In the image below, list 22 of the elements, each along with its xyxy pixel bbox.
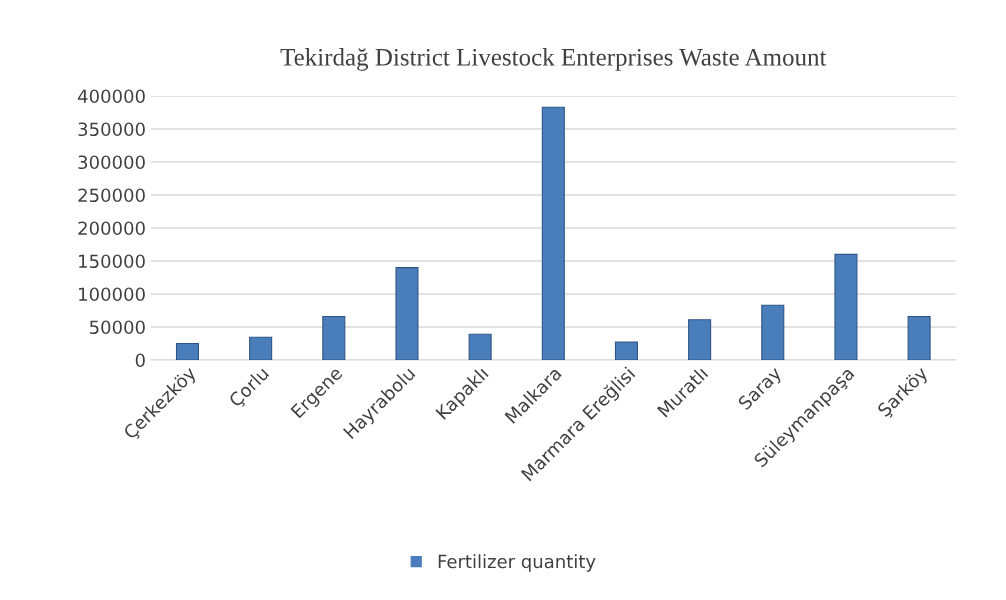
y-tick-label: 250000 xyxy=(78,188,145,203)
y-tick-label: 100000 xyxy=(79,287,145,302)
bar xyxy=(249,336,273,360)
chart-title: Tekirdağ District Livestock Enterprises Waste Amount xyxy=(280,48,827,71)
bar xyxy=(614,341,638,360)
bar xyxy=(761,304,785,360)
bar xyxy=(907,315,931,360)
legend-label: Fertilizer quantity xyxy=(438,554,596,572)
y-tick-label: 150000 xyxy=(79,254,145,269)
bar xyxy=(688,319,712,360)
y-tick-label: 0 xyxy=(135,353,145,368)
y-tick-label: 50000 xyxy=(89,320,145,335)
bar xyxy=(541,106,565,360)
bar xyxy=(834,253,858,360)
bar xyxy=(322,315,346,360)
y-tick-label: 300000 xyxy=(78,155,145,170)
y-tick-label: 200000 xyxy=(78,221,145,236)
bar xyxy=(175,342,200,360)
y-tick-label: 400000 xyxy=(77,89,145,104)
bar xyxy=(395,267,419,360)
y-tick-label: 350000 xyxy=(78,122,145,137)
bar xyxy=(468,333,492,360)
